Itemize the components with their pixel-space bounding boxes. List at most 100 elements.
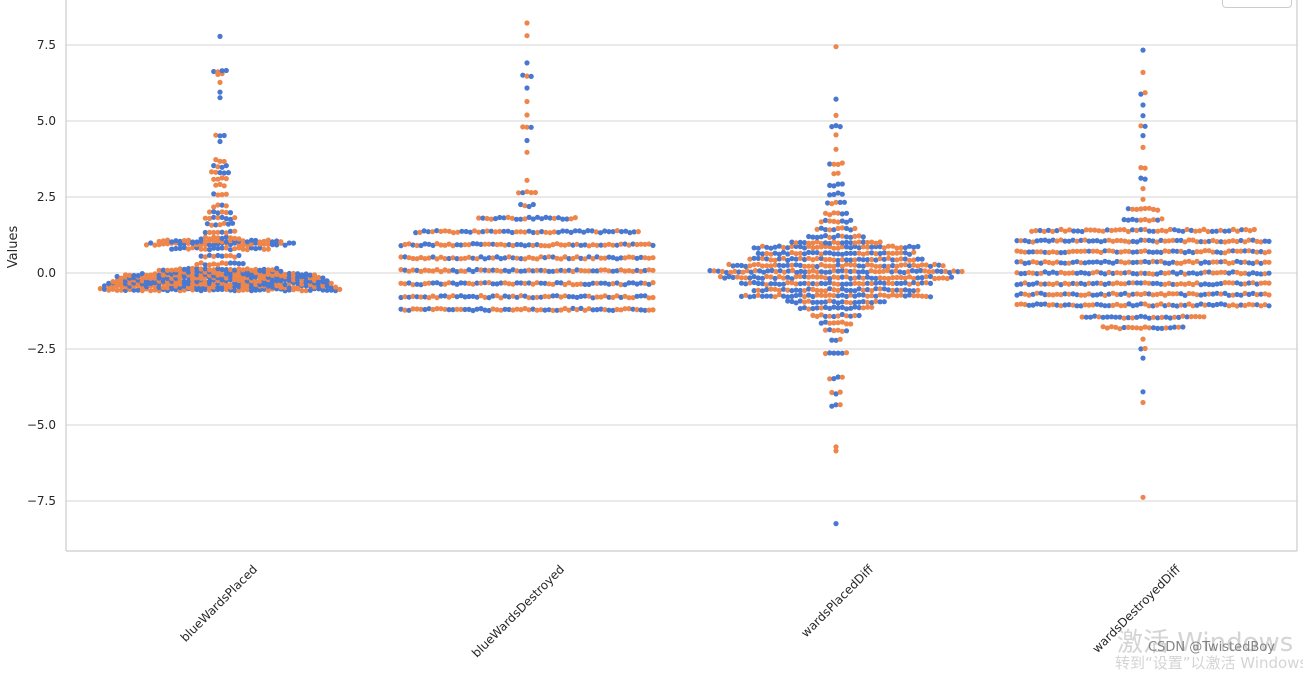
swarm-point (835, 320, 841, 326)
swarm-point (776, 256, 782, 262)
swarm-point (1121, 315, 1127, 321)
swarm-point (885, 280, 892, 286)
swarm-point (122, 287, 129, 293)
swarm-point (801, 299, 808, 305)
swarm-point (1254, 281, 1260, 287)
swarm-point (923, 274, 929, 280)
swarm-point (560, 228, 566, 234)
swarm-point (818, 262, 824, 268)
swarm-point (801, 256, 808, 263)
swarm-point (1045, 227, 1052, 233)
swarm-point (572, 215, 578, 221)
swarm-point (198, 272, 204, 278)
swarm-point (831, 263, 837, 269)
swarm-point (801, 294, 808, 300)
swarm-point (194, 265, 200, 272)
swarm-point (822, 275, 829, 281)
swarm-point (810, 312, 816, 318)
swarm-point (759, 251, 766, 257)
swarm-point (723, 269, 730, 276)
swarm-point (110, 284, 116, 290)
swarm-point (1121, 217, 1127, 223)
swarm-point (1058, 292, 1064, 298)
swarm-point (1018, 238, 1024, 244)
swarm-point (927, 280, 934, 286)
swarm-point (261, 266, 267, 272)
swarm-point (885, 250, 892, 256)
swarm-point (223, 253, 229, 259)
swarm-point (510, 293, 516, 299)
swarm-point (101, 283, 108, 289)
swarm-point (923, 293, 929, 299)
swarm-point (755, 255, 761, 261)
swarm-point (1138, 123, 1144, 129)
y-axis-label: Values (6, 226, 21, 269)
swarm-point (789, 239, 795, 245)
swarm-point (1078, 237, 1084, 243)
swarm-point (217, 95, 223, 101)
swarm-point (839, 244, 845, 250)
swarm-point (1238, 302, 1244, 308)
swarm-point (902, 262, 908, 268)
swarm-point (474, 306, 480, 312)
swarm-point (738, 280, 745, 286)
swarm-point (522, 268, 528, 274)
swarm-point (837, 199, 843, 205)
swarm-point (530, 242, 536, 248)
swarm-point (1114, 280, 1120, 286)
swarm-point (852, 288, 858, 294)
swarm-point (748, 269, 754, 275)
swarm-point (1130, 270, 1136, 277)
swarm-point (627, 230, 633, 236)
swarm-point (642, 267, 648, 274)
swarm-point (743, 281, 749, 287)
swarm-point (578, 267, 584, 274)
swarm-point (509, 229, 515, 236)
swarm-point (190, 281, 196, 287)
swarm-point (528, 190, 534, 196)
swarm-point (1262, 280, 1268, 286)
swarm-point (894, 287, 900, 293)
swarm-point (1243, 227, 1249, 233)
swarm-point (1171, 324, 1178, 330)
swarm-point (236, 236, 242, 242)
swarm-point (1166, 238, 1172, 244)
swarm-point (181, 287, 187, 293)
swarm-point (1158, 270, 1164, 276)
swarm-point (528, 124, 534, 130)
swarm-point (1118, 281, 1124, 287)
swarm-point (835, 210, 841, 216)
swarm-point (801, 274, 808, 280)
swarm-point (1192, 228, 1199, 234)
swarm-point (1034, 271, 1040, 277)
swarm-point (1142, 280, 1148, 286)
swarm-point (402, 307, 408, 313)
swarm-point (822, 288, 829, 294)
swarm-point (524, 85, 530, 91)
swarm-point (885, 263, 892, 270)
swarm-point (1155, 325, 1161, 331)
swarm-point (209, 222, 215, 228)
swarm-point (839, 263, 845, 269)
swarm-point (1104, 325, 1110, 331)
x-tick-label: wardsDestroyedDiff (1090, 562, 1184, 656)
swarm-point (534, 294, 540, 300)
swarm-point (211, 214, 217, 220)
swarm-point (822, 210, 829, 216)
swarm-point (244, 266, 250, 272)
swarm-point (898, 274, 904, 281)
swarm-point (590, 307, 596, 313)
swarm-point (1118, 249, 1124, 255)
swarm-point (1258, 303, 1264, 309)
swarm-point (755, 287, 761, 293)
swarm-point (1146, 237, 1152, 243)
swarm-point (1022, 238, 1028, 244)
swarm-point (1038, 290, 1044, 296)
swarm-point (514, 280, 520, 286)
swarm-point (1146, 291, 1152, 297)
swarm-point (494, 307, 500, 313)
swarm-point (825, 200, 831, 206)
swarm-point (902, 250, 908, 256)
swarm-point (590, 256, 596, 262)
swarm-point (486, 268, 492, 274)
